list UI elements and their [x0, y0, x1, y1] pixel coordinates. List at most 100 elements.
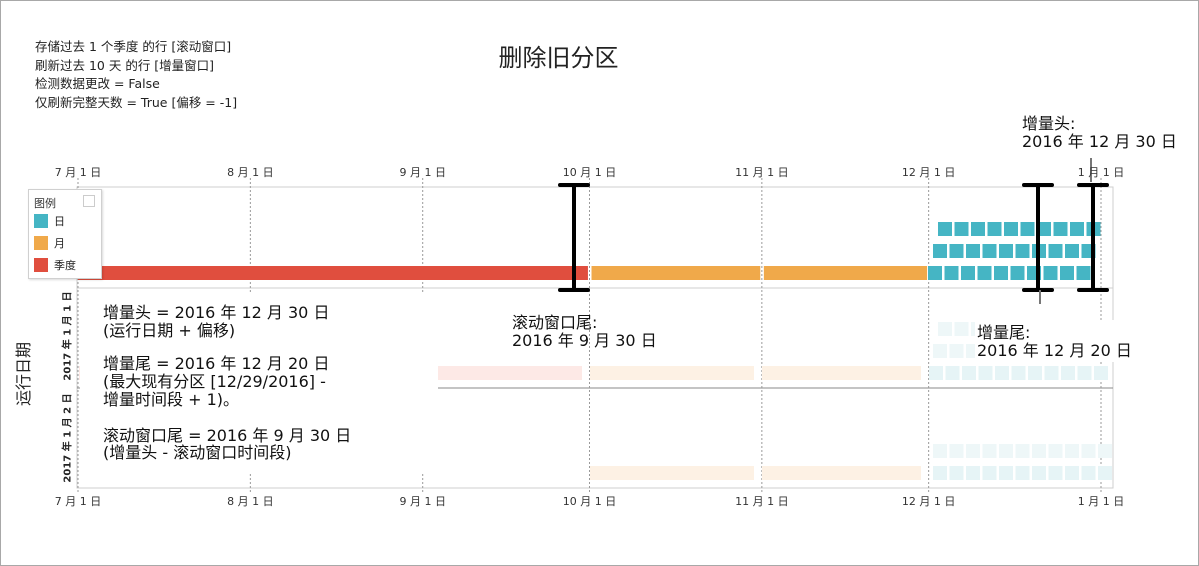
x-tick-label: 1 月 1 日 [1077, 495, 1125, 508]
faded-day [949, 344, 964, 358]
callout-incr-tail-label: 增量尾: [977, 323, 1031, 342]
x-tick-label: 10 月 1 日 [562, 166, 617, 179]
row-label-1: 2017 年 1 月 1 日 [62, 291, 74, 381]
faded-day [1048, 466, 1063, 480]
faded-day [966, 444, 980, 458]
legend-item-day: 日 [34, 213, 65, 228]
day-partition [999, 244, 1013, 258]
info-line-2: 刷新过去 10 天 的行 [增量窗口] [35, 57, 215, 73]
partition-bars [78, 222, 1101, 280]
legend-swatch-month [34, 235, 48, 250]
legend-label-month: 月 [54, 236, 65, 250]
day-partition [1053, 222, 1068, 236]
faded-day [1032, 444, 1046, 458]
x-tick-label: 1 月 1 日 [1077, 166, 1125, 179]
callout-rolling-tail-label: 滚动窗口尾: [512, 313, 598, 332]
faded-day [999, 466, 1013, 480]
x-tick-label: 11 月 1 日 [735, 495, 789, 508]
faded-day [1048, 444, 1063, 458]
legend-title: 图例 [34, 197, 56, 210]
day-partition [1048, 244, 1063, 258]
day-partition [987, 222, 1002, 236]
callout-rolling-tail-date: 2016 年 9 月 30 日 [512, 331, 657, 350]
notes-backdrop [80, 292, 438, 472]
note-incr-head-formula: (运行日期 + 偏移) [103, 321, 236, 340]
faded-day [1028, 366, 1042, 380]
day-partition [1004, 222, 1018, 236]
faded-day [933, 444, 947, 458]
x-tick-label: 8 月 1 日 [227, 495, 274, 508]
faded-day [933, 344, 947, 358]
faded-day [982, 444, 997, 458]
day-partition [1015, 244, 1030, 258]
info-line-3: 检测数据更改 = False [35, 76, 160, 91]
callout-incr-head-date: 2016 年 12 月 30 日 [1022, 132, 1177, 151]
legend-item-month: 月 [34, 235, 65, 250]
day-partition [1060, 266, 1074, 280]
callout-incr-head: 增量头: 2016 年 12 月 30 日 [1022, 115, 1177, 151]
legend-swatch-day [34, 213, 48, 228]
month-partition [763, 266, 928, 280]
x-tick-label: 9 月 1 日 [399, 166, 446, 179]
day-partition [966, 244, 980, 258]
day-partition [961, 266, 975, 280]
x-tick-label: 9 月 1 日 [399, 495, 446, 508]
day-partition [1043, 266, 1058, 280]
faded-day [1098, 444, 1112, 458]
faded-day [1011, 366, 1026, 380]
faded-day [945, 366, 960, 380]
callout-incr-head-label: 增量头: [1022, 114, 1076, 133]
day-partition [954, 222, 969, 236]
legend-item-quarter: 季度 [34, 257, 76, 272]
faded-day [954, 322, 969, 336]
note-incr-tail-formula-1: (最大现有分区 [12/29/2016] - [103, 372, 326, 391]
x-tick-label: 10 月 1 日 [562, 495, 617, 508]
faded-day [1077, 366, 1092, 380]
faded-day [982, 466, 997, 480]
callout-incr-tail-date: 2016 年 12 月 20 日 [977, 341, 1132, 360]
day-partition [1065, 244, 1079, 258]
faded-day [962, 366, 976, 380]
legend-swatch-quarter [34, 257, 48, 272]
callout-rolling-tail: 滚动窗口尾: 2016 年 9 月 30 日 [512, 314, 657, 350]
faded-day [1098, 466, 1112, 480]
note-rolling-tail: 滚动窗口尾 = 2016 年 9 月 30 日 [103, 426, 352, 445]
faded-day [933, 466, 947, 480]
x-tick-label: 12 月 1 日 [901, 495, 956, 508]
day-partition [1010, 266, 1025, 280]
note-incr-head: 增量头 = 2016 年 12 月 30 日 [103, 303, 330, 322]
faded-day [1032, 466, 1046, 480]
faded-day [1015, 466, 1030, 480]
row-label-2: 2017 年 1 月 2 日 [62, 393, 74, 483]
day-partition [938, 222, 952, 236]
day-partition [933, 244, 947, 258]
faded-month [590, 366, 754, 380]
callout-incr-tail-backdrop [975, 320, 1145, 362]
faded-day [999, 444, 1013, 458]
faded-day [978, 366, 993, 380]
day-partition [977, 266, 992, 280]
y-axis-label: 运行日期 [14, 341, 33, 407]
x-tick-label: 7 月 1 日 [54, 495, 102, 508]
faded-day [949, 466, 964, 480]
legend-collapse-icon[interactable] [83, 195, 95, 207]
faded-day [929, 366, 943, 380]
faded-day [1094, 366, 1108, 380]
callout-incr-tail: 增量尾: 2016 年 12 月 20 日 [977, 324, 1132, 360]
quarter-partition [78, 266, 588, 280]
marker-brackets [558, 158, 1109, 304]
faded-day [1061, 366, 1075, 380]
day-partition [1076, 266, 1091, 280]
faded-day [1044, 366, 1059, 380]
note-incr-tail: 增量尾 = 2016 年 12 月 20 日 [103, 354, 330, 373]
legend[interactable]: 图例 日 月 季度 [28, 189, 102, 279]
legend-label-quarter: 季度 [54, 258, 76, 272]
faded-day [1015, 444, 1030, 458]
day-partition [1070, 222, 1084, 236]
day-partition [982, 244, 997, 258]
day-partition [1020, 222, 1035, 236]
day-partition [1037, 222, 1051, 236]
legend-label-day: 日 [54, 214, 65, 228]
month-partition [591, 266, 761, 280]
info-line-1: 存储过去 1 个季度 的行 [滚动窗口] [35, 39, 232, 54]
